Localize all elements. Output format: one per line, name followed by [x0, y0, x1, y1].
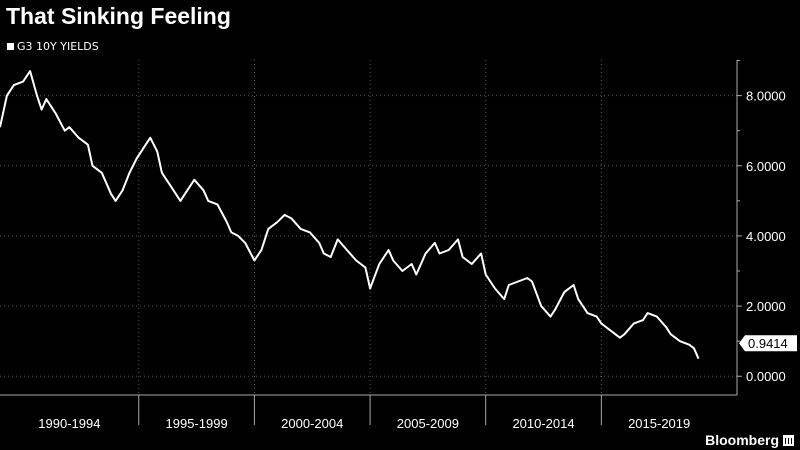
- legend: G3 10Y YIELDS: [7, 40, 99, 53]
- x-tick-label: 1995-1999: [166, 416, 228, 431]
- chart-title: That Sinking Feeling: [6, 3, 231, 29]
- brand-name: Bloomberg: [705, 432, 779, 448]
- series-line: [0, 70, 700, 360]
- x-tick-label: 2010-2014: [512, 416, 574, 431]
- y-tick-label: 8.0000: [746, 89, 786, 104]
- y-tick-label: 6.0000: [746, 159, 786, 174]
- x-tick-label: 2015-2019: [628, 416, 690, 431]
- x-tick-label: 1990-1994: [38, 416, 100, 431]
- x-tick-label: 2005-2009: [397, 416, 459, 431]
- y-tick-label: 2.0000: [746, 299, 786, 314]
- y-tick-label: 4.0000: [746, 229, 786, 244]
- x-tick-label: 2000-2004: [281, 416, 343, 431]
- last-value-label: 0.9414: [748, 336, 788, 351]
- y-tick-label: 0.0000: [746, 369, 786, 384]
- last-value-badge: [739, 335, 797, 352]
- legend-label: G3 10Y YIELDS: [17, 40, 99, 53]
- bar-chart-icon: [783, 434, 794, 446]
- legend-swatch: [7, 43, 14, 50]
- bloomberg-logo: Bloomberg: [705, 432, 794, 448]
